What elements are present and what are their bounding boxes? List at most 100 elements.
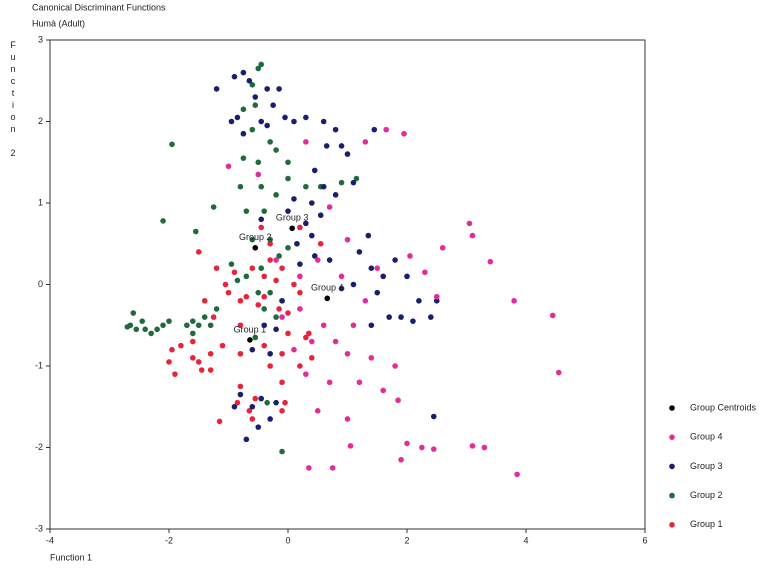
data-point bbox=[380, 273, 387, 280]
data-point bbox=[433, 298, 440, 304]
data-point bbox=[383, 126, 389, 133]
data-point bbox=[356, 379, 363, 386]
data-point bbox=[297, 306, 303, 312]
data-point bbox=[228, 118, 235, 125]
data-point bbox=[267, 289, 273, 296]
data-point bbox=[160, 218, 166, 224]
data-point bbox=[338, 273, 345, 280]
plot-frame bbox=[49, 39, 646, 530]
data-point bbox=[332, 192, 339, 198]
data-point bbox=[285, 245, 291, 251]
data-point bbox=[190, 355, 196, 361]
data-point bbox=[338, 143, 345, 149]
y-tick-label: -3 bbox=[35, 523, 43, 533]
data-point bbox=[466, 220, 473, 227]
data-point bbox=[303, 114, 309, 121]
data-point bbox=[320, 322, 327, 329]
data-point bbox=[380, 387, 387, 394]
data-point bbox=[130, 310, 137, 316]
data-point bbox=[317, 240, 324, 247]
data-point bbox=[320, 118, 327, 125]
y-axis-label: Function 2 bbox=[8, 40, 18, 160]
chart-subtitle: Humà (Adult) bbox=[32, 18, 85, 28]
data-point bbox=[258, 395, 265, 402]
y-tick-label: -1 bbox=[35, 360, 43, 370]
data-point bbox=[273, 147, 279, 153]
data-point bbox=[261, 293, 268, 300]
data-point bbox=[252, 334, 259, 341]
data-point bbox=[309, 338, 315, 345]
data-point bbox=[237, 183, 244, 190]
data-point bbox=[169, 346, 175, 353]
data-point bbox=[273, 314, 279, 320]
data-point bbox=[178, 342, 184, 349]
data-point bbox=[555, 369, 562, 376]
legend-marker bbox=[669, 405, 675, 411]
data-point bbox=[514, 471, 520, 478]
data-point bbox=[297, 261, 303, 267]
legend-marker bbox=[669, 492, 675, 499]
data-point bbox=[285, 159, 291, 166]
x-tick-label: 0 bbox=[285, 535, 290, 545]
data-point bbox=[392, 257, 398, 263]
data-point bbox=[267, 363, 273, 369]
data-point bbox=[297, 289, 303, 296]
y-tick-label: 2 bbox=[38, 116, 43, 126]
data-point bbox=[258, 183, 265, 190]
data-point bbox=[261, 273, 268, 280]
data-point bbox=[264, 122, 270, 129]
data-point bbox=[273, 257, 279, 263]
data-point bbox=[246, 408, 253, 414]
data-point bbox=[291, 281, 297, 288]
data-point bbox=[324, 295, 331, 302]
data-point bbox=[374, 265, 381, 272]
legend-marker bbox=[669, 434, 675, 441]
data-point bbox=[279, 408, 285, 414]
data-point bbox=[264, 399, 270, 406]
data-point bbox=[347, 443, 354, 449]
data-point bbox=[344, 350, 351, 357]
data-point bbox=[323, 143, 330, 149]
data-point bbox=[252, 245, 259, 251]
data-point bbox=[270, 102, 276, 108]
data-point bbox=[258, 265, 265, 272]
x-tick-label: 2 bbox=[404, 535, 409, 545]
data-point bbox=[192, 228, 199, 235]
data-point bbox=[329, 465, 336, 471]
data-point bbox=[255, 424, 262, 430]
centroid-label: Group 1 bbox=[234, 324, 267, 334]
data-point bbox=[273, 192, 279, 198]
data-point bbox=[252, 395, 259, 402]
data-point bbox=[255, 171, 262, 178]
data-point bbox=[243, 436, 250, 443]
data-point bbox=[249, 346, 256, 353]
data-point bbox=[317, 212, 324, 219]
data-point bbox=[350, 322, 357, 329]
data-point bbox=[240, 106, 247, 113]
data-point bbox=[240, 130, 247, 137]
data-point bbox=[243, 273, 250, 280]
legend-marker bbox=[669, 463, 675, 470]
data-point bbox=[386, 314, 392, 320]
data-point bbox=[306, 465, 312, 471]
data-point bbox=[237, 350, 244, 357]
data-point bbox=[213, 306, 220, 312]
data-point bbox=[225, 163, 232, 170]
data-point bbox=[282, 114, 288, 121]
centroid-label: Group 3 bbox=[276, 213, 309, 223]
data-point bbox=[195, 322, 202, 329]
data-point bbox=[184, 322, 190, 329]
data-point bbox=[133, 326, 140, 333]
data-point bbox=[273, 277, 279, 284]
data-point bbox=[297, 363, 303, 369]
data-point bbox=[320, 183, 327, 190]
data-point bbox=[273, 326, 279, 333]
data-point bbox=[207, 350, 214, 357]
data-point bbox=[252, 102, 259, 108]
data-point bbox=[350, 281, 357, 288]
data-point bbox=[154, 326, 160, 333]
chart-title: Canonical Discriminant Functions bbox=[32, 2, 166, 12]
x-axis-label: Function 1 bbox=[50, 552, 92, 562]
data-point bbox=[371, 126, 378, 133]
